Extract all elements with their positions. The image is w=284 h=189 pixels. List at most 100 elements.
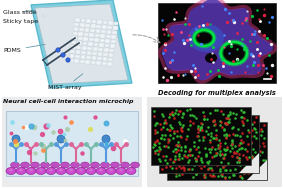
Bar <box>6 111 138 176</box>
Bar <box>91 60 96 64</box>
Bar <box>94 38 99 42</box>
Bar <box>80 60 85 63</box>
Bar <box>109 49 114 52</box>
Text: Neural cell-cell interaction microchip: Neural cell-cell interaction microchip <box>3 99 133 104</box>
Bar <box>114 22 118 25</box>
Bar <box>76 50 80 54</box>
Ellipse shape <box>16 167 26 174</box>
Bar <box>74 22 79 26</box>
Text: PDMS: PDMS <box>3 44 45 53</box>
Ellipse shape <box>56 167 66 174</box>
Bar <box>94 43 98 46</box>
Ellipse shape <box>188 24 224 52</box>
Ellipse shape <box>194 30 214 46</box>
Bar <box>84 33 89 36</box>
Ellipse shape <box>36 167 46 174</box>
Text: Sticky tape: Sticky tape <box>3 16 43 25</box>
Bar <box>102 61 106 65</box>
Bar <box>91 24 95 28</box>
Bar <box>92 56 96 60</box>
Bar <box>72 36 77 40</box>
Bar <box>85 60 90 64</box>
Bar <box>97 57 102 60</box>
Bar <box>105 39 110 43</box>
Bar <box>96 25 101 28</box>
Bar <box>81 55 85 59</box>
Ellipse shape <box>59 169 63 171</box>
Bar <box>82 46 87 50</box>
Polygon shape <box>239 153 259 173</box>
Ellipse shape <box>99 169 103 171</box>
Bar <box>83 37 88 41</box>
Ellipse shape <box>80 162 89 168</box>
Bar <box>91 19 96 23</box>
Bar <box>80 23 85 27</box>
Bar <box>71 45 76 49</box>
Circle shape <box>66 58 70 62</box>
Bar <box>2 97 142 187</box>
Bar <box>104 48 109 52</box>
Bar <box>87 51 91 55</box>
Ellipse shape <box>101 162 110 168</box>
Ellipse shape <box>6 167 16 174</box>
Bar <box>79 28 84 31</box>
Bar <box>83 42 87 45</box>
Ellipse shape <box>126 167 136 174</box>
Polygon shape <box>162 0 273 81</box>
Bar <box>98 52 103 56</box>
Polygon shape <box>35 4 128 84</box>
Bar <box>112 35 116 39</box>
Bar <box>96 29 100 33</box>
Circle shape <box>102 135 110 143</box>
Bar <box>74 59 79 63</box>
Ellipse shape <box>69 169 73 171</box>
Ellipse shape <box>26 167 36 174</box>
Bar <box>81 50 86 54</box>
Ellipse shape <box>96 167 106 174</box>
Bar <box>99 47 103 51</box>
Ellipse shape <box>109 169 113 171</box>
Bar <box>87 46 92 50</box>
Bar <box>108 21 113 25</box>
Bar <box>70 54 74 58</box>
Bar <box>101 29 106 33</box>
Bar <box>101 34 105 38</box>
Bar <box>86 19 91 23</box>
Bar <box>107 26 112 29</box>
Ellipse shape <box>120 162 130 168</box>
Bar <box>90 29 95 32</box>
Ellipse shape <box>193 29 215 47</box>
Bar <box>147 97 282 187</box>
Bar <box>76 46 81 49</box>
Bar <box>77 41 82 45</box>
Circle shape <box>56 48 60 52</box>
Bar <box>73 32 78 35</box>
Ellipse shape <box>110 162 120 168</box>
Bar <box>100 39 105 42</box>
Ellipse shape <box>119 169 123 171</box>
Bar <box>103 57 107 61</box>
Text: Decoding for multiplex analysis: Decoding for multiplex analysis <box>158 90 276 96</box>
Ellipse shape <box>20 162 30 168</box>
Bar <box>151 107 251 165</box>
Bar <box>103 20 107 24</box>
Bar <box>89 33 94 37</box>
Bar <box>74 27 78 31</box>
Bar <box>89 37 93 41</box>
Ellipse shape <box>39 169 43 171</box>
Ellipse shape <box>131 162 139 168</box>
Bar <box>108 57 113 61</box>
Ellipse shape <box>49 169 53 171</box>
Bar <box>93 47 98 51</box>
Ellipse shape <box>29 169 33 171</box>
Ellipse shape <box>76 167 86 174</box>
Ellipse shape <box>41 162 49 168</box>
Bar <box>167 122 267 180</box>
Ellipse shape <box>30 162 39 168</box>
Ellipse shape <box>129 169 133 171</box>
Bar <box>97 20 102 24</box>
Ellipse shape <box>51 162 60 168</box>
Ellipse shape <box>221 42 247 64</box>
Bar <box>85 28 89 32</box>
Polygon shape <box>31 0 132 88</box>
